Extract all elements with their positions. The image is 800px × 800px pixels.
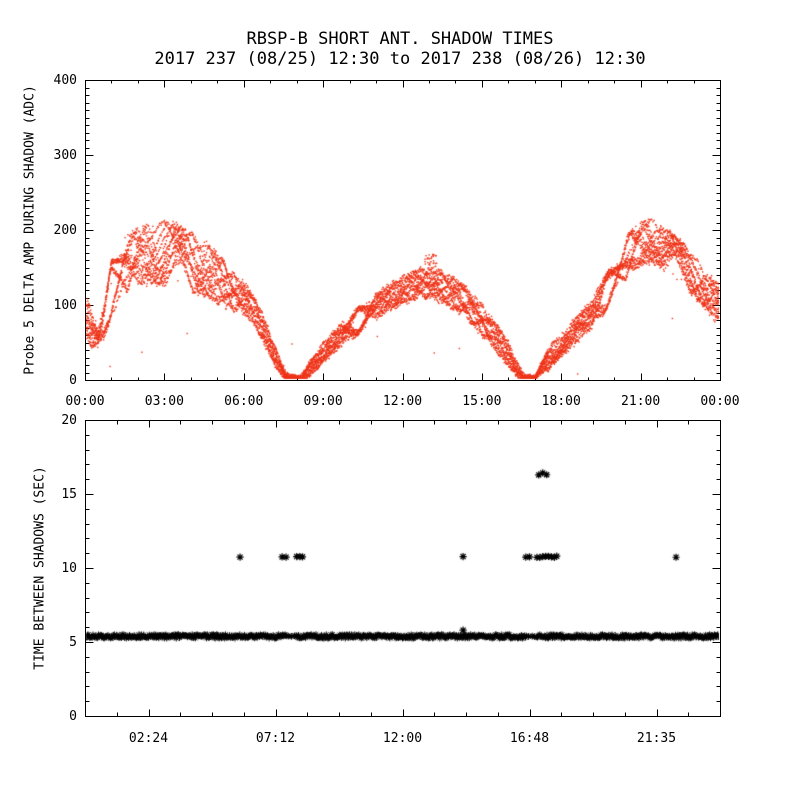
scatter-data-layer <box>0 0 800 800</box>
figure: RBSP-B SHORT ANT. SHADOW TIMES 2017 237 … <box>0 0 800 800</box>
